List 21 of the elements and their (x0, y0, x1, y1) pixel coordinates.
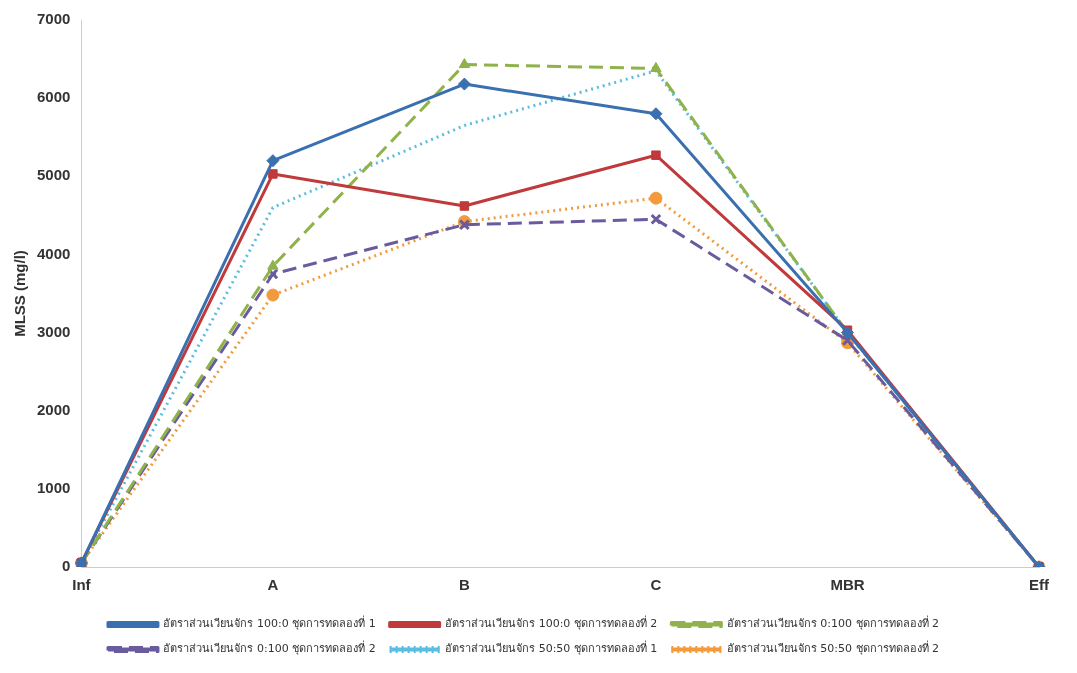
legend-label: อัตราส่วนเวียนจักร 100:0 ชุดการทดลองที่ 2 (445, 615, 658, 631)
y-tick-label: 6000 (36, 88, 71, 106)
legend-label: อัตราส่วนเวียนจักร 50:50 ชุดการทดลองที่ 1 (445, 640, 658, 656)
y-tick-label: 7000 (36, 10, 71, 28)
x-tick-label: Eff (1029, 576, 1050, 594)
x-tick-label: B (459, 576, 470, 594)
legend-label: อัตราส่วนเวียนจักร 0:100 ชุดการทดลองที่ 2 (726, 615, 940, 631)
y-tick-label: 0 (62, 557, 71, 575)
x-tick-label: MBR (830, 576, 865, 594)
legend-label: อัตราส่วนเวียนจักร 0:100 ชุดการทดลองที่ 2 (163, 640, 376, 656)
x-tick-label: C (650, 576, 662, 594)
y-tick-label: 3000 (36, 322, 71, 340)
legend-label: อัตราส่วนเวียนจักร 100:0 ชุดการทดลองที่ 1 (163, 615, 376, 631)
y-axis-title: MLSS (mg/l) (11, 250, 29, 337)
x-tick-label: Inf (72, 576, 92, 594)
y-tick-label: 2000 (36, 400, 71, 418)
legend-label: อัตราส่วนเวียนจักร 50:50 ชุดการทดลองที่ 2 (726, 640, 940, 656)
y-tick-label: 4000 (36, 244, 71, 262)
y-tick-label: 1000 (36, 479, 71, 496)
y-tick-label: 5000 (36, 166, 71, 184)
x-tick-label: A (267, 576, 279, 594)
